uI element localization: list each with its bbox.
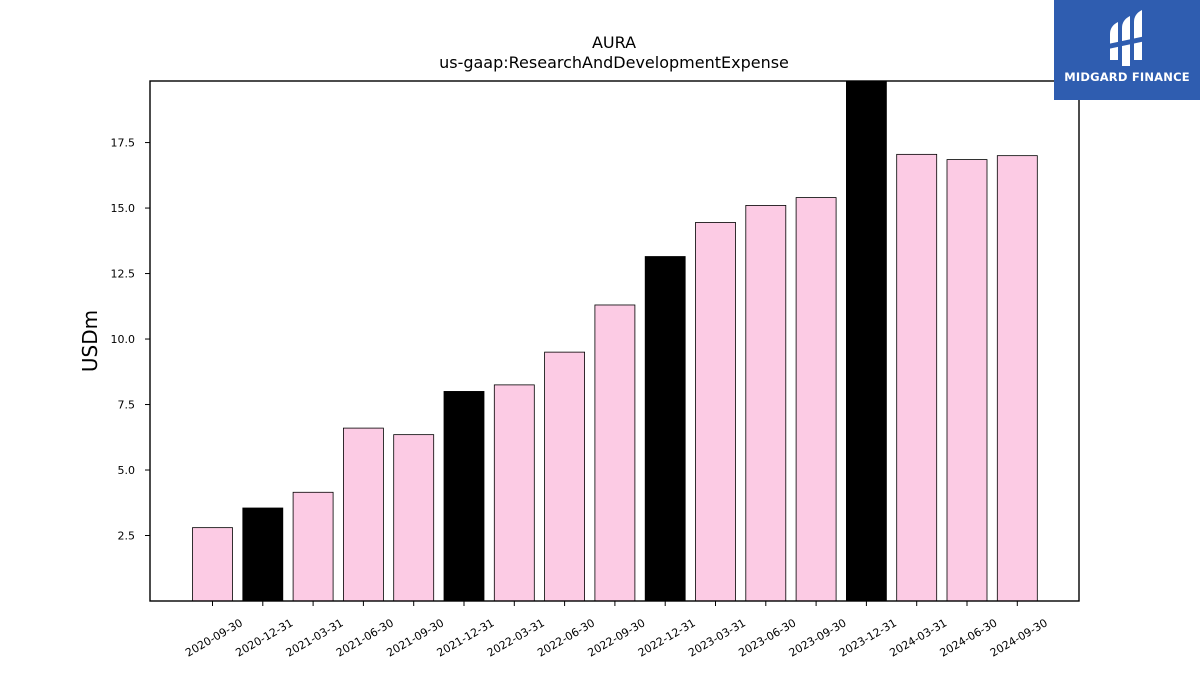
- y-tick-label: 15.0: [111, 202, 136, 215]
- bar-2023-06-30: [745, 205, 787, 602]
- y-axis-label: USDm: [78, 310, 102, 372]
- bar-2020-12-31: [242, 507, 284, 602]
- chart-title: AURA: [592, 33, 636, 52]
- bar-2022-06-30: [544, 351, 585, 602]
- bar-2021-09-30: [393, 434, 435, 602]
- bar-2024-09-30: [996, 155, 1038, 602]
- bars-group: [192, 80, 1038, 602]
- bar-2022-12-31: [644, 256, 686, 602]
- bar-2023-12-31: [846, 80, 887, 602]
- x-tick-label: 2024-09-30: [988, 616, 1050, 659]
- logo-mark-icon: [1108, 10, 1146, 66]
- x-ticks-group: 2020-09-302020-12-312021-03-312021-06-30…: [183, 601, 1050, 660]
- midgard-finance-logo: MIDGARD FINANCE: [1054, 0, 1200, 100]
- logo-text: MIDGARD FINANCE: [1064, 70, 1190, 84]
- y-tick-label: 5.0: [118, 464, 136, 477]
- y-tick-label: 10.0: [111, 333, 136, 346]
- bar-2020-09-30: [192, 527, 233, 602]
- bar-2024-03-31: [896, 153, 938, 602]
- y-tick-label: 17.5: [111, 137, 136, 150]
- plot-frame: [149, 80, 1080, 602]
- bar-2021-12-31: [443, 391, 485, 602]
- bar-2021-03-31: [292, 491, 334, 602]
- y-tick-label: 12.5: [111, 268, 136, 281]
- bar-2024-06-30: [946, 159, 988, 602]
- y-tick-label: 2.5: [118, 530, 136, 543]
- bar-2021-06-30: [342, 427, 384, 602]
- bar-2022-09-30: [594, 304, 636, 602]
- y-ticks-group: 2.5 5.0 7.5 10.0 12.5 15.0 17.5: [111, 137, 150, 543]
- bar-2023-09-30: [795, 197, 837, 602]
- bar-2023-03-31: [695, 222, 736, 602]
- chart-subtitle: us-gaap:ResearchAndDevelopmentExpense: [439, 53, 789, 72]
- y-tick-label: 7.5: [118, 399, 136, 412]
- bar-2022-03-31: [493, 384, 535, 602]
